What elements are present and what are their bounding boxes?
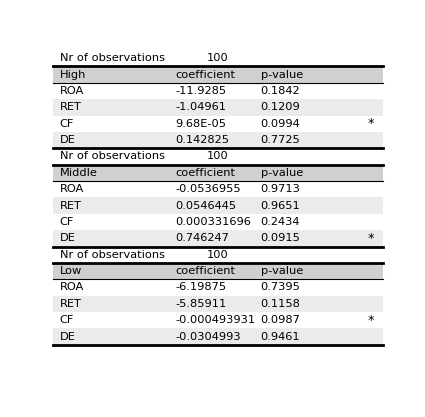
Text: DE: DE [60, 332, 76, 342]
Text: DE: DE [60, 135, 76, 145]
Text: 0.1209: 0.1209 [261, 102, 300, 112]
Bar [53, 296, 382, 312]
Bar [53, 197, 382, 214]
Text: 0.0915: 0.0915 [261, 234, 300, 244]
Text: Low: Low [60, 266, 82, 276]
Text: 0.9651: 0.9651 [261, 201, 300, 211]
Text: 0.0994: 0.0994 [261, 119, 300, 129]
Text: CF: CF [60, 315, 74, 325]
Text: CF: CF [60, 217, 74, 227]
Bar [53, 165, 382, 181]
Text: 100: 100 [207, 151, 229, 161]
Text: coefficient: coefficient [175, 266, 235, 276]
Text: DE: DE [60, 234, 76, 244]
Text: Middle: Middle [60, 168, 98, 178]
Bar [53, 329, 382, 345]
Text: coefficient: coefficient [175, 70, 235, 80]
Text: RET: RET [60, 102, 82, 112]
Bar [53, 99, 382, 116]
Text: CF: CF [60, 119, 74, 129]
Text: *: * [368, 314, 374, 327]
Text: -0.0304993: -0.0304993 [175, 332, 241, 342]
Text: 0.2434: 0.2434 [261, 217, 300, 227]
Text: ROA: ROA [60, 282, 84, 292]
Text: -11.9285: -11.9285 [175, 86, 226, 96]
Text: Nr of observations: Nr of observations [60, 53, 165, 63]
Text: 0.0546445: 0.0546445 [175, 201, 236, 211]
Text: p-value: p-value [261, 266, 303, 276]
Text: High: High [60, 70, 86, 80]
Text: p-value: p-value [261, 70, 303, 80]
Text: 0.1842: 0.1842 [261, 86, 300, 96]
Bar [53, 312, 382, 329]
Text: 100: 100 [207, 53, 229, 63]
Text: 0.000331696: 0.000331696 [175, 217, 251, 227]
Text: -1.04961: -1.04961 [175, 102, 226, 112]
Bar [53, 132, 382, 148]
Text: -0.000493931: -0.000493931 [175, 315, 255, 325]
Text: -5.85911: -5.85911 [175, 299, 226, 309]
Bar [53, 66, 382, 83]
Text: 0.142825: 0.142825 [175, 135, 229, 145]
Text: ROA: ROA [60, 184, 84, 194]
Text: coefficient: coefficient [175, 168, 235, 178]
Bar [53, 263, 382, 279]
Text: 0.0987: 0.0987 [261, 315, 300, 325]
Text: 0.9461: 0.9461 [261, 332, 300, 342]
Bar [53, 230, 382, 246]
Text: 0.9713: 0.9713 [261, 184, 300, 194]
Text: 100: 100 [207, 250, 229, 260]
Text: Nr of observations: Nr of observations [60, 151, 165, 161]
Text: 0.7395: 0.7395 [261, 282, 300, 292]
Text: 0.746247: 0.746247 [175, 234, 229, 244]
Text: 0.1158: 0.1158 [261, 299, 300, 309]
Bar [53, 181, 382, 197]
Text: p-value: p-value [261, 168, 303, 178]
Bar [53, 246, 382, 263]
Text: Nr of observations: Nr of observations [60, 250, 165, 260]
Bar [53, 279, 382, 296]
Bar [53, 148, 382, 165]
Bar [53, 116, 382, 132]
Text: -0.0536955: -0.0536955 [175, 184, 241, 194]
Text: ROA: ROA [60, 86, 84, 96]
Text: *: * [368, 232, 374, 245]
Text: 0.7725: 0.7725 [261, 135, 300, 145]
Bar [53, 50, 382, 66]
Text: *: * [368, 117, 374, 130]
Bar [53, 214, 382, 230]
Text: RET: RET [60, 299, 82, 309]
Bar [53, 83, 382, 99]
Text: -6.19875: -6.19875 [175, 282, 226, 292]
Text: 9.68E-05: 9.68E-05 [175, 119, 226, 129]
Text: RET: RET [60, 201, 82, 211]
